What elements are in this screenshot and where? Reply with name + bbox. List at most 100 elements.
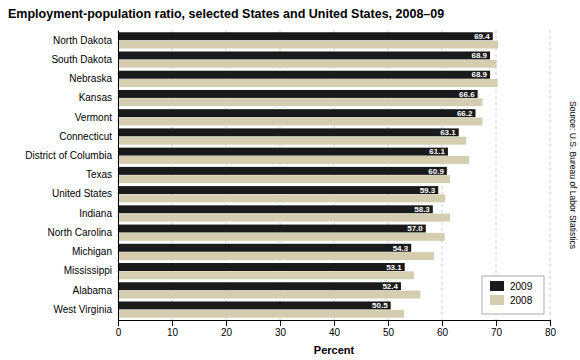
tick: United States (52, 188, 112, 199)
tick-label: 60 (437, 327, 449, 338)
tick-label: 30 (275, 327, 287, 338)
data-label: 68.9 (471, 70, 487, 79)
tick: 20 (221, 320, 233, 338)
tick-mark (280, 320, 281, 326)
grid-line (550, 30, 551, 320)
tick: District of Columbia (25, 150, 112, 161)
tick-label: Connecticut (59, 131, 112, 142)
tick-label: District of Columbia (25, 150, 112, 161)
annotation: Source: U.S. Bureau of Labor Statistics (568, 101, 578, 249)
data-label: 59.3 (420, 186, 436, 195)
tick-label: 40 (329, 327, 341, 338)
bar (118, 263, 405, 271)
data-label: 53.1 (386, 263, 402, 272)
bar (118, 310, 404, 318)
data-label: 60.9 (428, 167, 444, 176)
tick-label: Michigan (72, 246, 112, 257)
bar (118, 156, 469, 164)
bars (118, 32, 498, 317)
tick: Mississippi (64, 265, 112, 276)
tick-label: 80 (545, 327, 557, 338)
data-label: 52.4 (382, 282, 398, 291)
tick-mark (226, 320, 227, 326)
tick-label: Vermont (75, 112, 112, 123)
data-label: 69.4 (474, 32, 490, 41)
tick-label: Nebraska (69, 73, 112, 84)
tick: Nebraska (69, 73, 112, 84)
tick: North Carolina (48, 227, 113, 238)
bar (118, 90, 478, 98)
tick-mark (442, 320, 443, 326)
tick-label: 70 (491, 327, 503, 338)
tick: Kansas (79, 92, 112, 103)
tick: 60 (437, 320, 449, 338)
tick-label: Kansas (79, 92, 112, 103)
bar (118, 244, 411, 252)
legend-swatch (490, 281, 504, 291)
tick-label: Alabama (73, 285, 113, 296)
bar (118, 252, 434, 260)
bar (118, 148, 448, 156)
axis-line (118, 31, 119, 321)
data-label: 66.6 (459, 90, 475, 99)
tick-label: Texas (86, 169, 112, 180)
bar (118, 233, 445, 241)
y-axis: North Dakota South Dakota Nebraska Kansas Ve… (25, 31, 118, 321)
data-label: 66.2 (457, 109, 473, 118)
series (118, 32, 493, 309)
tick-label: 50 (383, 327, 395, 338)
data-label: 57.0 (407, 224, 423, 233)
bar (118, 225, 426, 233)
tick-label: 20 (221, 327, 233, 338)
tick: 30 (275, 320, 287, 338)
tick-label: United States (52, 188, 112, 199)
tick-label: Indiana (79, 208, 112, 219)
bar (118, 128, 459, 136)
tick-mark (172, 320, 173, 326)
bar (118, 79, 498, 87)
grid (118, 30, 550, 320)
tick: Vermont (75, 112, 112, 123)
legend-swatch (490, 295, 504, 305)
bar (118, 194, 445, 202)
legend-item: 2008 (490, 295, 533, 306)
tick-mark (118, 320, 119, 326)
tick: 0 (116, 320, 122, 338)
tick-label: North Dakota (53, 35, 112, 46)
bar (118, 282, 401, 290)
bar (118, 32, 493, 40)
bar (118, 41, 498, 49)
tick-label: West Virginia (53, 304, 112, 315)
legend: 2009 2008 (482, 276, 544, 314)
title: Employment-population ratio, selected St… (8, 7, 444, 21)
tick: West Virginia (53, 304, 112, 315)
bar (118, 205, 433, 213)
bar (118, 98, 483, 106)
bar (118, 175, 450, 183)
bar (118, 186, 438, 194)
tick-mark (496, 320, 497, 326)
tick: 50 (383, 320, 395, 338)
tick-mark (334, 320, 335, 326)
data-label: 58.3 (414, 205, 430, 214)
bar (118, 214, 450, 222)
grid-line (118, 30, 119, 320)
data-label: 50.5 (372, 301, 388, 310)
bar (118, 71, 490, 79)
tick: North Dakota (53, 35, 112, 46)
bar (118, 137, 466, 145)
legend-item: 2009 (490, 281, 533, 292)
tick: 70 (491, 320, 503, 338)
data-labels: 69.468.968.966.666.263.161.160.959.358.3… (372, 32, 490, 310)
tick-mark (550, 320, 551, 326)
series (118, 41, 498, 318)
data-label: 68.9 (471, 51, 487, 60)
legend-frame (482, 276, 544, 314)
bar (118, 301, 391, 309)
tick: South Dakota (51, 54, 112, 65)
legend-label: 2008 (510, 295, 533, 306)
tick: Michigan (72, 246, 112, 257)
plot: 69.468.968.966.666.263.161.160.959.358.3… (25, 30, 556, 338)
tick: Alabama (73, 285, 113, 296)
bar (118, 51, 490, 59)
